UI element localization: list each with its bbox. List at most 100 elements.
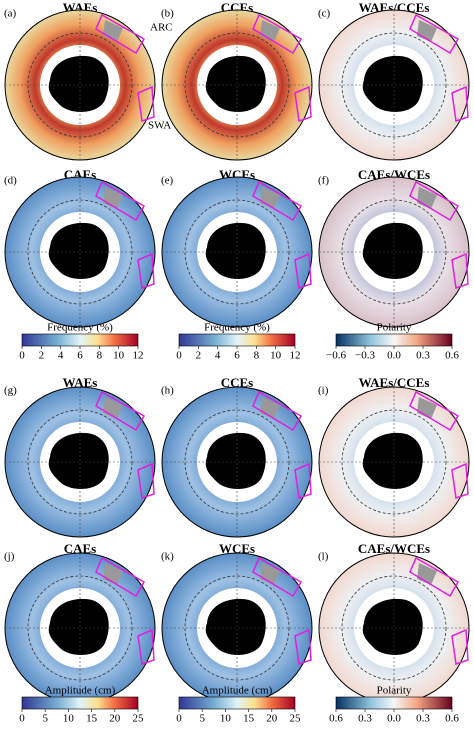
antarctica	[205, 55, 266, 112]
arc-box	[409, 556, 460, 598]
arc-box	[409, 13, 460, 55]
arc-box	[252, 390, 303, 432]
colorbar-tick-label: 0.0	[387, 350, 401, 362]
swa-box	[451, 85, 469, 122]
panel-title: CAEs	[64, 541, 97, 556]
colorbar-tick-label: 20	[266, 713, 278, 725]
panel-title: CCEs	[221, 375, 254, 390]
colorbar-tick-label: 0	[19, 350, 25, 362]
panel-label: (c)	[318, 8, 331, 20]
panel-label: (f)	[318, 175, 329, 187]
colorbar	[21, 333, 139, 347]
antarctica	[48, 55, 109, 112]
panel-title: CAEs/WCEs	[358, 541, 430, 556]
panel-label: (b)	[161, 8, 174, 20]
front-line	[341, 32, 447, 138]
colorbar-tick-label: 10	[270, 350, 282, 362]
front-line	[184, 575, 290, 681]
arc-box	[95, 390, 146, 432]
colorbar-tick-label: 10	[63, 713, 75, 725]
colorbar-tick-label: 25	[290, 713, 302, 725]
arc-box	[95, 556, 146, 598]
swa-box	[137, 628, 155, 665]
front-line	[341, 409, 447, 515]
colorbar-tick-label: 0	[19, 713, 25, 725]
colorbar-tick-label: 10	[220, 713, 232, 725]
antarctica	[205, 222, 266, 279]
arc-box	[252, 180, 303, 222]
colorbar-tick-label: 6	[234, 350, 240, 362]
panel-title: CAEs/WCEs	[358, 167, 430, 182]
antarctica	[362, 222, 423, 279]
colorbar-tick-label: 10	[113, 350, 125, 362]
annotation: ARC	[150, 22, 173, 34]
annotation: SWA	[148, 120, 171, 132]
colorbar-tick-label: 15	[86, 713, 98, 725]
colorbar-label: Amplitude (cm)	[45, 685, 116, 697]
colorbar-tick-label: 8	[97, 350, 103, 362]
antarctica	[48, 598, 109, 655]
panel-label: (g)	[4, 385, 17, 397]
colorbar-tick-label: −0.6	[326, 350, 346, 362]
front-line	[341, 575, 447, 681]
colorbar	[178, 696, 296, 710]
colorbar-tick-label: 2	[196, 350, 202, 362]
colorbar-tick-label: 5	[42, 713, 48, 725]
swa-box	[294, 252, 312, 289]
arc-box	[95, 180, 146, 222]
swa-box	[294, 462, 312, 499]
colorbar-tick-label: 0.6	[445, 713, 459, 725]
colorbar-tick-label: 12	[133, 350, 144, 362]
swa-box	[294, 85, 312, 122]
colorbar-tick-label: −0.3	[355, 350, 375, 362]
colorbar-tick-label: 4	[215, 350, 221, 362]
panel-label: (j)	[4, 551, 15, 563]
colorbar	[335, 696, 453, 710]
colorbar-tick-label: 5	[199, 713, 205, 725]
panel-label: (d)	[4, 175, 17, 187]
colorbar-tick-label: 15	[243, 713, 255, 725]
colorbar-label: Amplitude (cm)	[202, 685, 273, 697]
antarctica	[205, 598, 266, 655]
colorbar	[335, 333, 453, 347]
colorbar-tick-label: 0.6	[329, 713, 343, 725]
front-line	[184, 409, 290, 515]
colorbar-label: Polarity	[377, 322, 412, 334]
colorbar-tick-label: 12	[290, 350, 301, 362]
front-line	[184, 199, 290, 305]
front-line	[27, 409, 133, 515]
colorbar-tick-label: 20	[109, 713, 121, 725]
arc-box	[409, 180, 460, 222]
panels: WAEs (a) CCEs (b) WAEs/CCEs (c) CAEs (d) WCEs (e)…	[4, 0, 470, 725]
antarctica	[48, 432, 109, 489]
antarctica	[362, 598, 423, 655]
panel-label: (e)	[161, 175, 174, 187]
swa-box	[451, 628, 469, 665]
swa-box	[137, 252, 155, 289]
colorbar-tick-label: 8	[254, 350, 260, 362]
arc-box	[252, 13, 303, 55]
panel-label: (i)	[318, 385, 329, 397]
antarctica	[48, 222, 109, 279]
colorbar-tick-label: 2	[39, 350, 45, 362]
colorbar-tick-label: 0	[176, 713, 182, 725]
arc-box	[252, 556, 303, 598]
colorbar-tick-label: 0.0	[387, 713, 401, 725]
swa-box	[451, 462, 469, 499]
panel-label: (l)	[318, 551, 329, 563]
antarctica	[205, 432, 266, 489]
front-line	[27, 199, 133, 305]
colorbar-tick-label: 0.3	[416, 713, 430, 725]
colorbar	[178, 333, 296, 347]
colorbar-tick-label: 0	[176, 350, 182, 362]
colorbar-tick-label: 0.6	[445, 350, 459, 362]
colorbar-label: Frequency (%)	[47, 322, 113, 334]
front-line	[184, 32, 290, 138]
colorbar-label: Polarity	[377, 685, 412, 697]
swa-box	[451, 252, 469, 289]
colorbar-tick-label: 4	[58, 350, 64, 362]
panel-title: WAEs	[63, 375, 98, 390]
swa-box	[137, 462, 155, 499]
colorbar-tick-label: 25	[133, 713, 145, 725]
panel-title: WCEs	[219, 541, 255, 556]
